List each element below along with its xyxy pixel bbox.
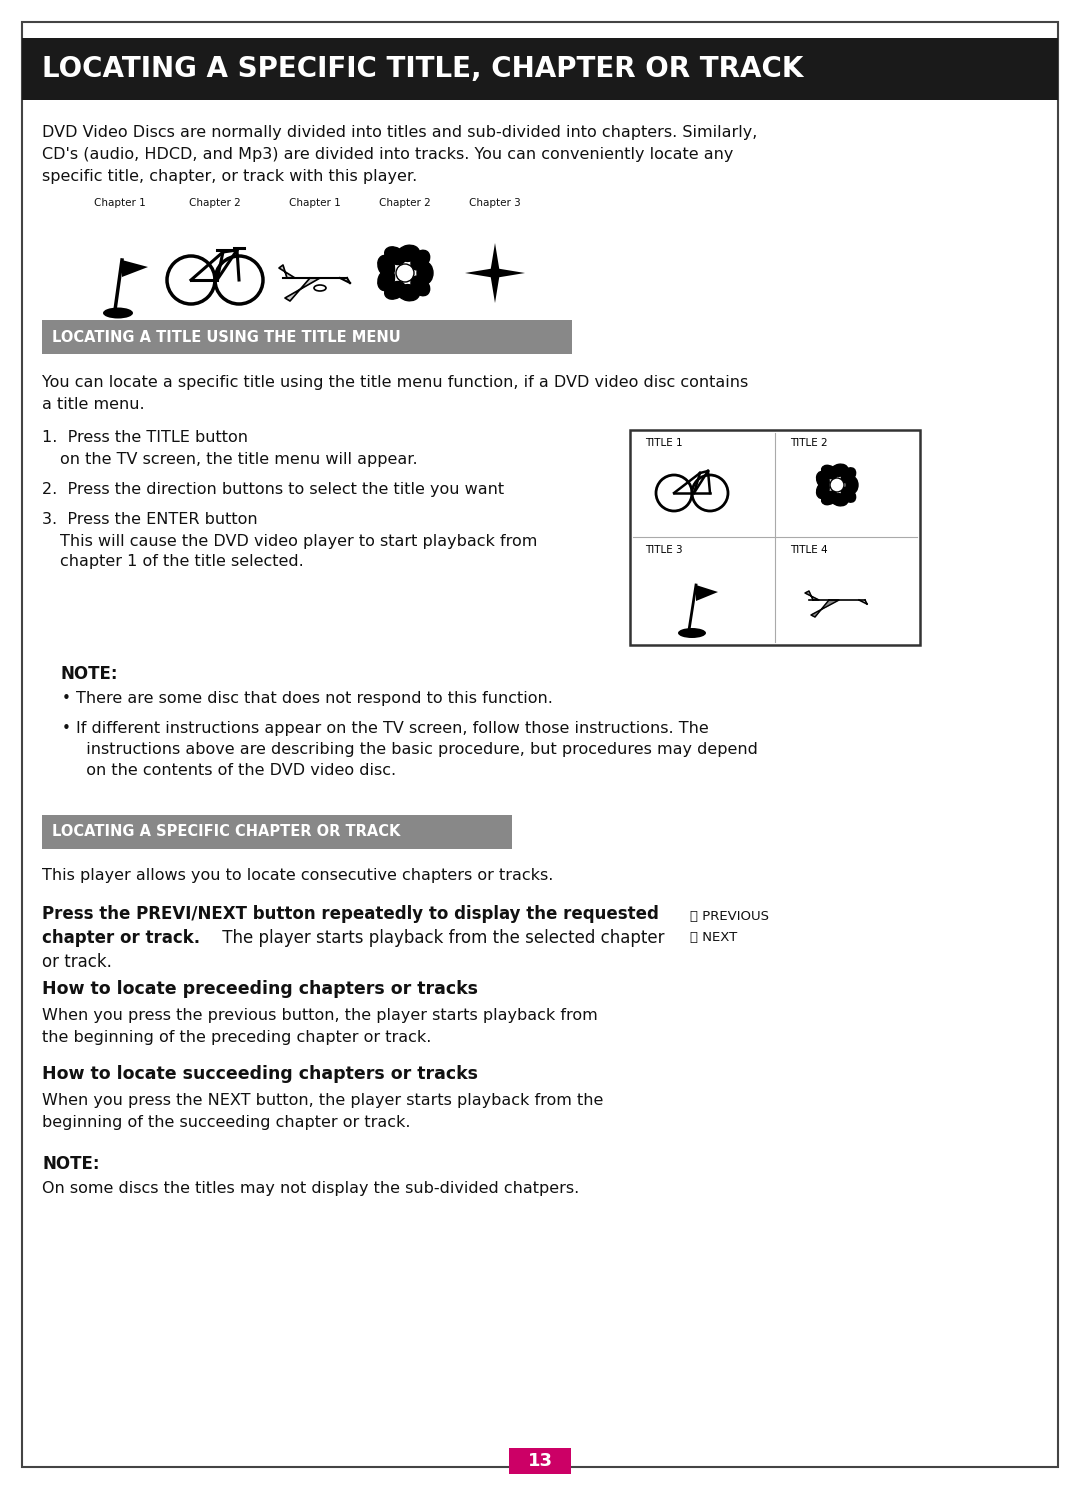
Polygon shape [465,243,525,302]
Text: 2.  Press the direction buttons to select the title you want: 2. Press the direction buttons to select… [42,482,504,497]
Text: chapter 1 of the title selected.: chapter 1 of the title selected. [60,554,303,569]
Text: NOTE:: NOTE: [42,1155,99,1173]
Ellipse shape [832,494,848,506]
Polygon shape [279,265,295,278]
Text: There are some disc that does not respond to this function.: There are some disc that does not respon… [76,691,553,706]
Ellipse shape [411,250,430,270]
Text: Chapter 2: Chapter 2 [379,198,431,208]
Polygon shape [122,261,148,277]
Text: •: • [62,691,71,706]
Text: 13: 13 [527,1452,553,1470]
Text: TITLE 3: TITLE 3 [645,545,683,555]
Text: LOCATING A SPECIFIC CHAPTER OR TRACK: LOCATING A SPECIFIC CHAPTER OR TRACK [52,825,401,840]
Bar [22,39,1058,100]
Text: 3.  Press the ENTER button: 3. Press the ENTER button [42,512,258,527]
Text: DVD Video Discs are normally divided into titles and sub-divided into chapters. : DVD Video Discs are normally divided int… [42,125,757,185]
Text: How to locate succeeding chapters or tracks: How to locate succeeding chapters or tra… [42,1065,478,1083]
Ellipse shape [103,308,133,319]
Bar [42,320,572,354]
Ellipse shape [841,487,855,502]
Text: On some discs the titles may not display the sub-divided chatpers.: On some discs the titles may not display… [42,1181,579,1196]
Text: Chapter 1: Chapter 1 [289,198,341,208]
Bar [509,1447,571,1474]
Text: This player allows you to locate consecutive chapters or tracks.: This player allows you to locate consecu… [42,868,553,883]
Polygon shape [285,278,320,301]
Circle shape [396,264,414,281]
Ellipse shape [384,247,405,265]
Ellipse shape [816,472,829,488]
Text: LOCATING A SPECIFIC TITLE, CHAPTER OR TRACK: LOCATING A SPECIFIC TITLE, CHAPTER OR TR… [42,55,804,83]
Text: TITLE 4: TITLE 4 [789,545,827,555]
Ellipse shape [314,284,326,290]
Text: If different instructions appear on the TV screen, follow those instructions. Th: If different instructions appear on the … [76,721,758,777]
Polygon shape [696,585,718,602]
Ellipse shape [411,275,430,296]
Text: •: • [62,721,71,736]
Bar [42,814,512,849]
Text: How to locate preceeding chapters or tracks: How to locate preceeding chapters or tra… [42,980,478,998]
Ellipse shape [678,628,706,637]
Text: Chapter 3: Chapter 3 [469,198,521,208]
Text: This will cause the DVD video player to start playback from: This will cause the DVD video player to … [60,535,538,549]
Text: When you press the previous button, the player starts playback from
the beginnin: When you press the previous button, the … [42,1008,597,1045]
Ellipse shape [816,482,829,499]
Text: The player starts playback from the selected chapter: The player starts playback from the sele… [217,929,664,947]
Text: Press the PREVI/NEXT button repeatedly to display the requested: Press the PREVI/NEXT button repeatedly t… [42,905,659,923]
Ellipse shape [378,270,394,290]
Text: chapter or track.: chapter or track. [42,929,200,947]
Text: When you press the NEXT button, the player starts playback from the
beginning of: When you press the NEXT button, the play… [42,1093,604,1130]
Text: TITLE 1: TITLE 1 [645,438,683,448]
Ellipse shape [397,246,419,262]
Text: TITLE 2: TITLE 2 [789,438,827,448]
Ellipse shape [417,262,433,284]
Circle shape [831,478,843,491]
Text: Chapter 2: Chapter 2 [189,198,241,208]
Text: or track.: or track. [42,953,112,971]
Ellipse shape [384,281,405,299]
Text: LOCATING A TITLE USING THE TITLE MENU: LOCATING A TITLE USING THE TITLE MENU [52,329,401,344]
Ellipse shape [378,256,394,277]
Ellipse shape [841,468,855,482]
Polygon shape [811,600,839,616]
Polygon shape [805,591,819,600]
Text: 1.  Press the TITLE button: 1. Press the TITLE button [42,430,248,445]
Text: on the TV screen, the title menu will appear.: on the TV screen, the title menu will ap… [60,453,418,468]
Ellipse shape [832,465,848,476]
Text: NOTE:: NOTE: [60,666,118,683]
Ellipse shape [822,491,837,505]
Text: Chapter 1: Chapter 1 [94,198,146,208]
Ellipse shape [822,465,837,479]
Ellipse shape [846,476,858,493]
Text: ⏮ PREVIOUS: ⏮ PREVIOUS [690,910,769,923]
Ellipse shape [397,284,419,301]
Bar [630,430,920,645]
Text: ⏭ NEXT: ⏭ NEXT [690,931,738,944]
Text: You can locate a specific title using the title menu function, if a DVD video di: You can locate a specific title using th… [42,375,748,412]
